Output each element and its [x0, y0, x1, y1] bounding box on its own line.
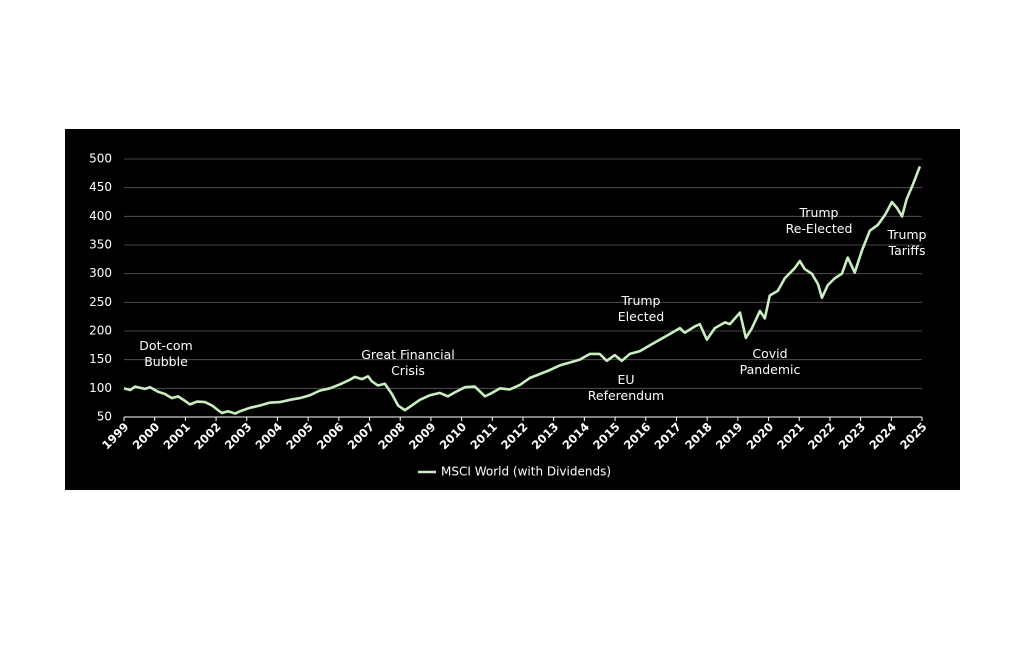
annotation-line: Trump: [799, 205, 839, 220]
annotation: Trump Re-Elected: [786, 205, 853, 236]
annotation-line: Great Financial: [361, 347, 455, 362]
annotation-line: Trump: [621, 293, 661, 308]
y-tick-label: 200: [89, 324, 112, 338]
annotation-line: Bubble: [144, 354, 188, 369]
annotation-line: Elected: [618, 309, 664, 324]
annotation-line: Pandemic: [740, 362, 801, 377]
annotation-line: Dot-com: [139, 338, 192, 353]
y-tick-label: 350: [89, 238, 112, 252]
y-tick-label: 300: [89, 266, 112, 280]
legend-label: MSCI World (with Dividends): [441, 465, 611, 479]
annotation-line: Crisis: [391, 363, 425, 378]
annotation: EU Referendum: [588, 372, 664, 403]
chart-panel: [65, 129, 960, 490]
data-line: [123, 165, 922, 415]
annotation: Great Financial Crisis: [361, 347, 455, 378]
annotation-line: Tariffs: [888, 243, 926, 258]
y-tick-label: 150: [89, 352, 112, 366]
annotation: Trump Tariffs: [887, 227, 927, 258]
annotation: Covid Pandemic: [740, 346, 801, 377]
annotation-line: Covid: [752, 346, 787, 361]
y-tick-label: 250: [89, 295, 112, 309]
y-tick-label: 450: [89, 180, 112, 194]
y-tick-label: 100: [89, 381, 112, 395]
annotation-line: Referendum: [588, 388, 664, 403]
annotation-line: Re-Elected: [786, 221, 853, 236]
y-tick-label: 400: [89, 209, 112, 223]
y-tick-label: 50: [97, 410, 112, 424]
annotation: Dot-com Bubble: [139, 338, 192, 369]
annotation-line: Trump: [887, 227, 927, 242]
y-tick-label: 500: [89, 152, 112, 166]
annotation: Trump Elected: [618, 293, 664, 324]
annotation-line: EU: [617, 372, 634, 387]
